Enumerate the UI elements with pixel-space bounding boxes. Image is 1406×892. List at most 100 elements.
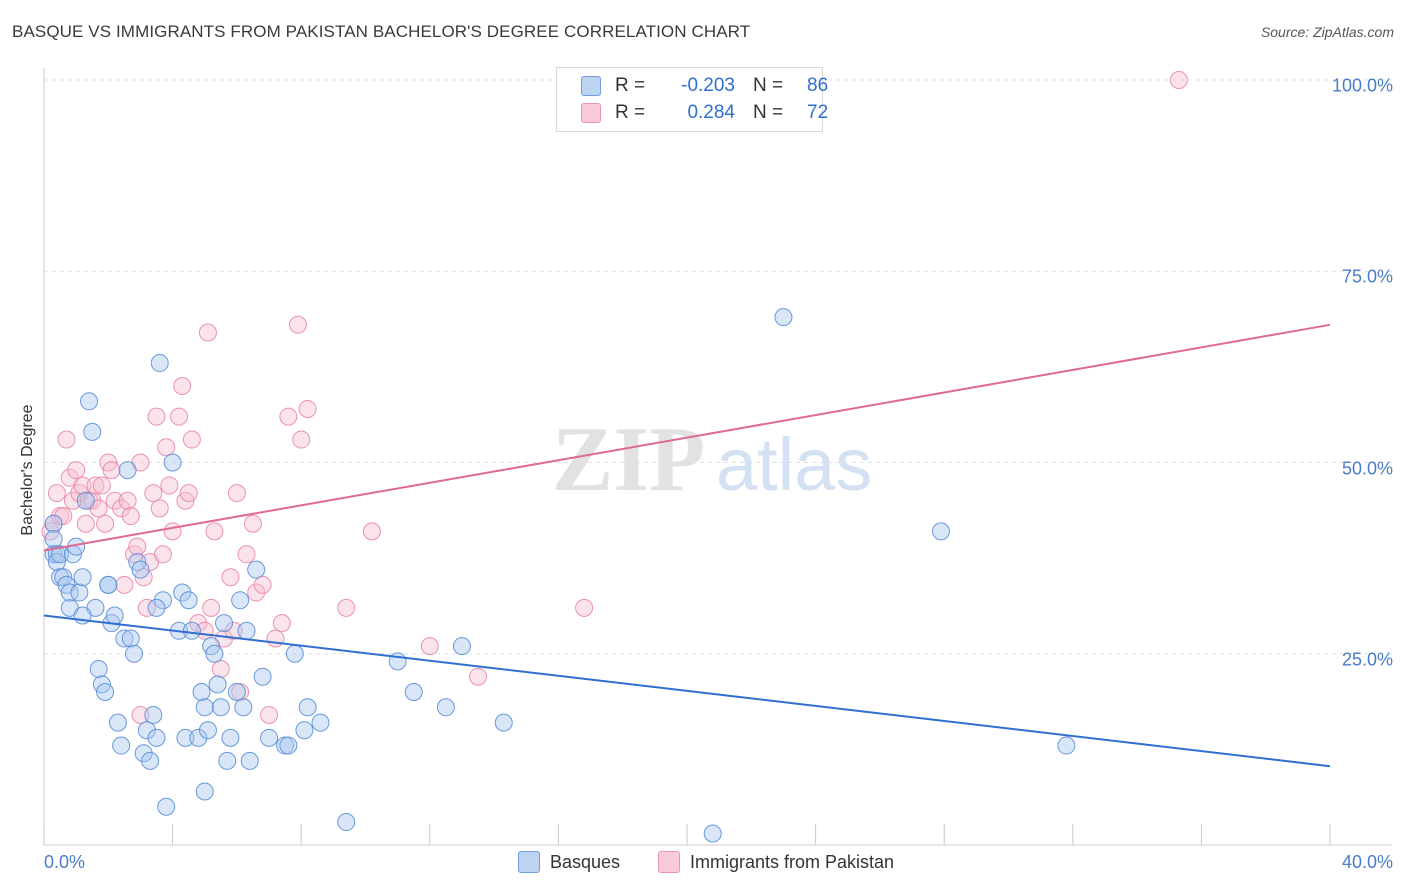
data-point (195, 782, 214, 801)
pakistan-swatch (581, 103, 601, 123)
data-point (118, 491, 137, 510)
r-value: 0.284 (687, 102, 735, 123)
data-point (121, 629, 140, 648)
data-point (202, 598, 221, 617)
data-point (285, 644, 304, 663)
data-point (144, 705, 163, 724)
data-point (253, 575, 272, 594)
data-point (260, 728, 279, 747)
x-tick-label-max: 40.0% (1341, 852, 1393, 872)
data-point (218, 751, 237, 770)
trend-line-basques (43, 614, 1331, 768)
data-point (311, 713, 330, 732)
data-point (298, 698, 317, 717)
data-point (189, 728, 208, 747)
data-point (51, 545, 70, 564)
data-point (288, 315, 307, 334)
data-point (102, 461, 121, 480)
data-point (153, 591, 172, 610)
data-point (247, 583, 266, 602)
data-point (44, 514, 63, 533)
data-point (198, 323, 217, 342)
data-point (240, 751, 259, 770)
data-point (108, 713, 127, 732)
y-tick-label: 25.0% (1341, 649, 1393, 670)
data-point (260, 705, 279, 724)
data-point (128, 537, 147, 556)
pakistan-legend-swatch (658, 851, 680, 873)
legend-item-basques[interactable]: Basques (518, 851, 620, 873)
data-point (295, 721, 314, 740)
legend-label-basques: Basques (550, 851, 621, 872)
stats-box: R = -0.203 N = 86 R = 0.284 N = 72 (556, 67, 828, 132)
n-value: 86 (807, 75, 829, 96)
data-point (163, 522, 182, 541)
data-point (160, 476, 179, 495)
data-point (279, 736, 298, 755)
data-point (224, 621, 243, 640)
data-point (279, 407, 298, 426)
legend-item-pakistan[interactable]: Immigrants from Pakistan (658, 851, 894, 873)
data-point (494, 713, 513, 732)
data-point (469, 667, 488, 686)
data-point (420, 637, 439, 656)
data-point (73, 568, 92, 587)
data-point (173, 377, 192, 395)
grid-lines (44, 79, 1392, 655)
data-point (227, 484, 246, 503)
data-point (83, 491, 102, 510)
data-point (208, 675, 227, 694)
data-point (231, 591, 250, 610)
data-point (157, 438, 176, 457)
data-point (221, 728, 240, 747)
legend-label-pakistan: Immigrants from Pakistan (690, 851, 895, 872)
data-point (176, 728, 195, 747)
stats-row-pakistan: R = 0.284 N = 72 (581, 100, 828, 126)
data-point (173, 583, 192, 602)
n-label: N = (753, 102, 784, 123)
data-point (70, 583, 89, 602)
data-point (63, 491, 82, 510)
trend-line-pakistan (43, 323, 1331, 552)
data-point (774, 308, 793, 327)
basque-legend-swatch (518, 851, 540, 873)
data-point (243, 514, 262, 533)
data-point (150, 354, 169, 373)
r-label: R = (615, 102, 646, 123)
trend-lines (43, 323, 1331, 768)
data-point (89, 660, 108, 679)
data-point (179, 484, 198, 503)
data-point (86, 476, 105, 495)
chart-title: BASQUE VS IMMIGRANTS FROM PAKISTAN BACHE… (12, 22, 751, 41)
data-point (182, 430, 201, 449)
data-point (131, 560, 150, 579)
watermark-atlas: atlas (716, 423, 872, 506)
data-point (266, 629, 285, 648)
data-point (205, 644, 224, 663)
data-point (73, 476, 92, 495)
data-point (157, 797, 176, 816)
data-point (92, 476, 111, 495)
r-value: -0.203 (681, 75, 735, 96)
data-point (189, 614, 208, 633)
stats-row-basques: R = -0.203 N = 86 (581, 73, 828, 99)
watermark-zip: ZIP (552, 408, 705, 510)
source-label: Source: ZipAtlas.com (1260, 24, 1394, 40)
data-point (99, 575, 118, 594)
data-point (163, 453, 182, 472)
data-point (179, 591, 198, 610)
data-point (115, 575, 134, 594)
data-point (237, 621, 256, 640)
data-point (362, 522, 381, 541)
series-pakistan-points (41, 71, 1188, 724)
data-point (1169, 71, 1188, 89)
data-point (234, 698, 253, 717)
data-point (253, 667, 272, 686)
data-point (337, 813, 356, 832)
n-value: 72 (807, 102, 829, 123)
data-point (436, 698, 455, 717)
data-point (195, 698, 214, 717)
data-point (112, 736, 131, 755)
data-point (292, 430, 311, 449)
data-point (272, 614, 291, 633)
